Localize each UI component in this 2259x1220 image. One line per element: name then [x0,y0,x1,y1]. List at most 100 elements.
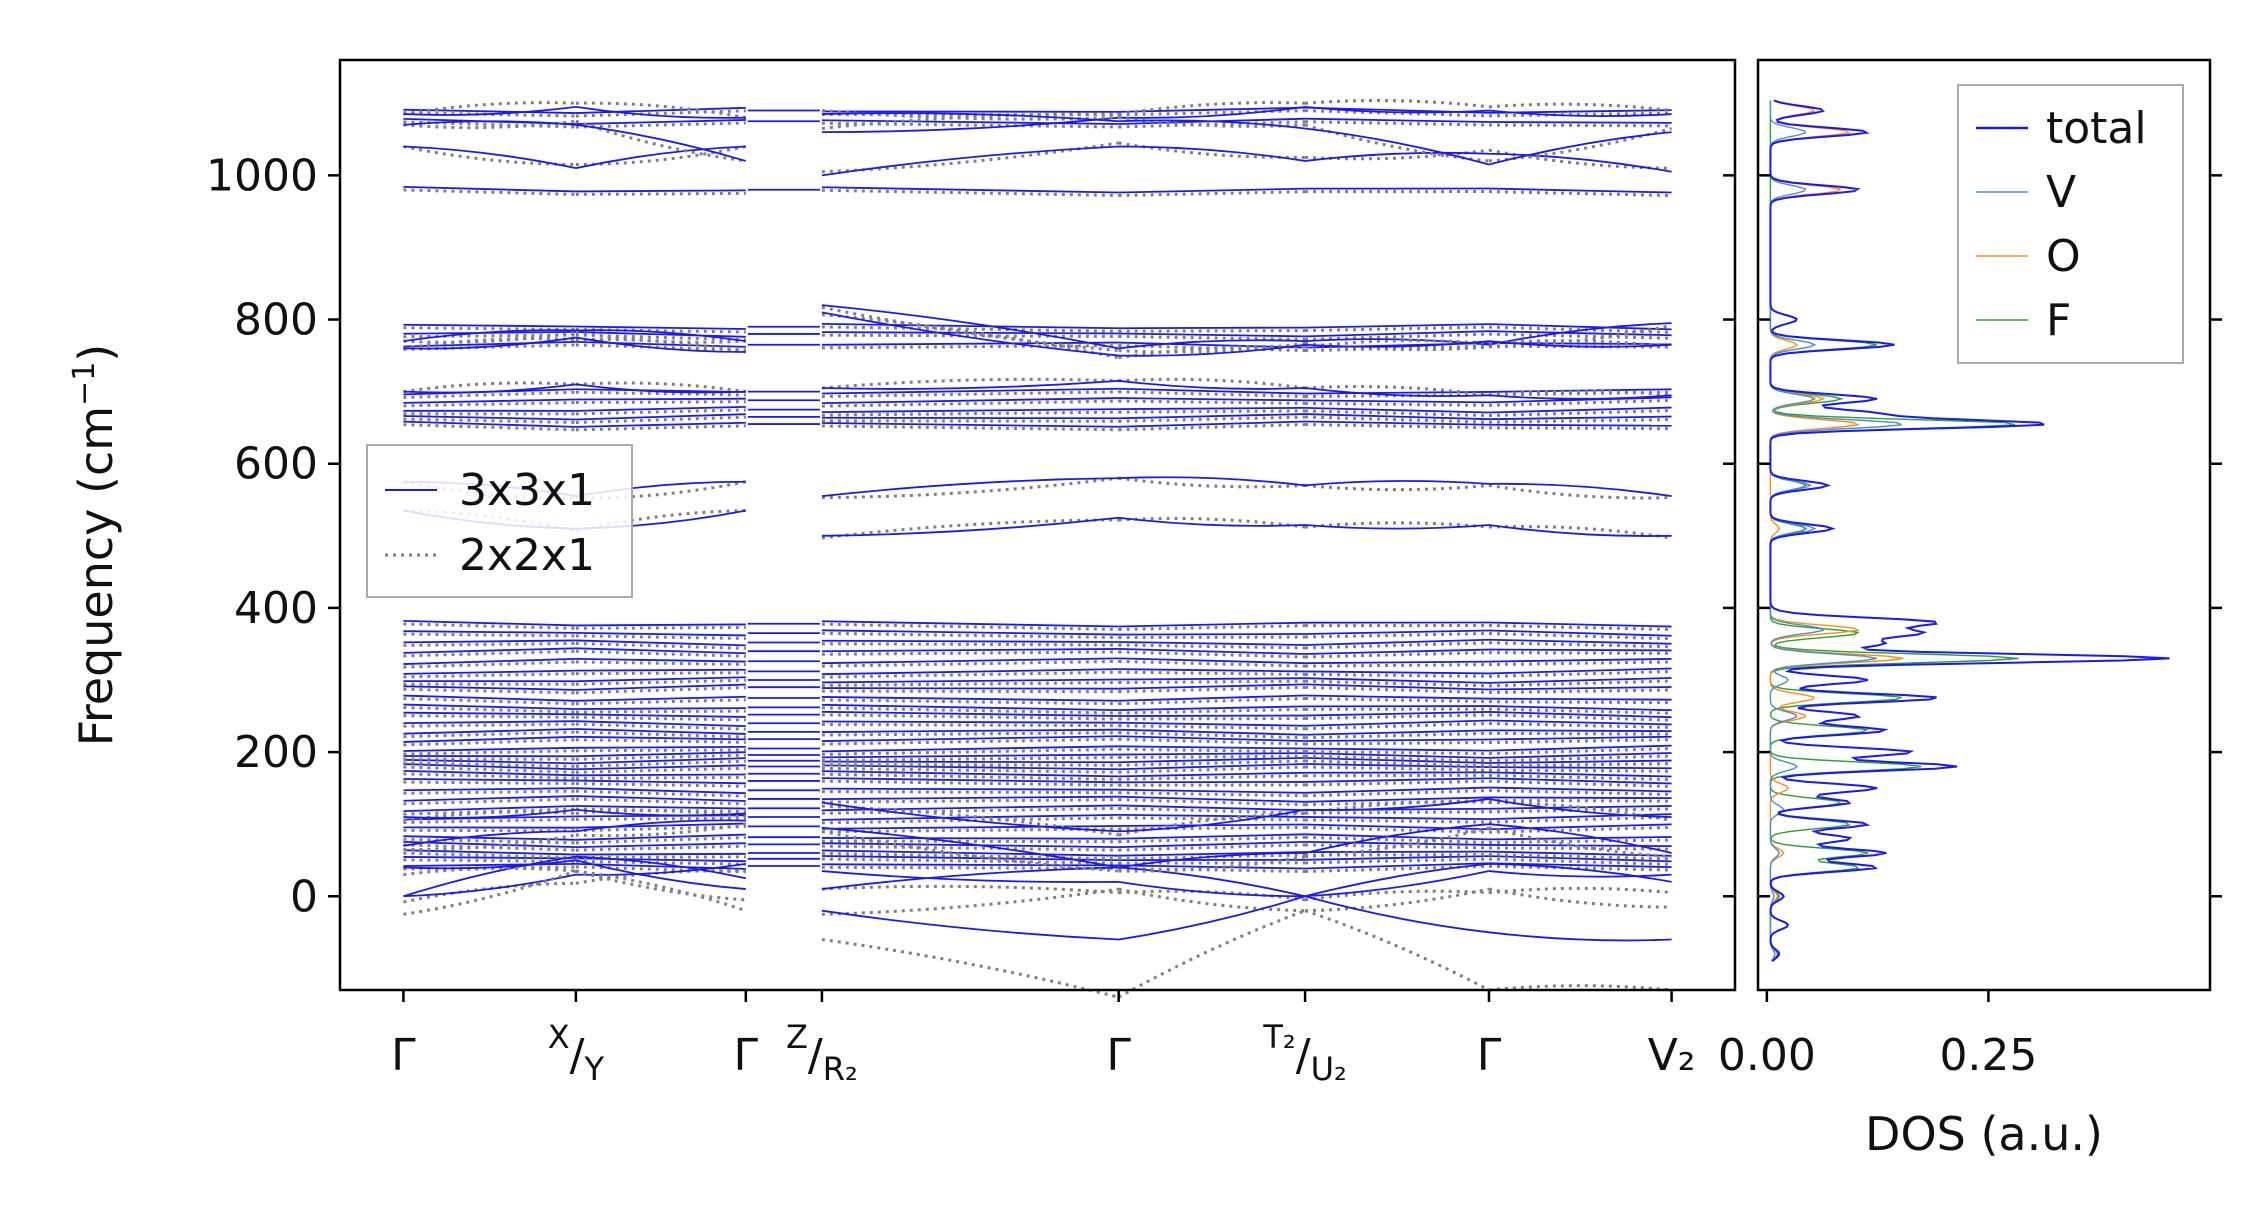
band-3x3x1-flat [1305,683,1489,691]
band-2x2x1-flat [1305,810,1489,815]
band-3x3x1-flat [821,397,1119,405]
band-3x3x1-flat [403,758,576,765]
band-3x3x1-flat [1118,187,1306,194]
band-3x3x1-flat [821,678,1119,684]
band-3x3x1-flat [403,840,576,849]
band-3x3x1-flat [575,631,746,637]
band-2x2x1-flat [1488,660,1672,667]
band-3x3x1-flat [1118,641,1306,646]
band-2x2x1-flat [821,763,1119,767]
band-3x3x1-flat [575,764,746,771]
band-3x3x1-flat [1118,332,1306,338]
band-2x2x1-flat [1488,707,1672,715]
band-3x3x1-flat [1118,705,1306,711]
band-3x3x1-dispersive [403,862,1672,898]
band-3x3x1-flat [575,106,746,114]
band-2x2x1-flat [821,731,1119,737]
band-3x3x1-flat [403,685,576,691]
kpoint-label-sup: Z [786,1018,808,1056]
band-3x3x1-flat [1488,648,1672,652]
band-3x3x1-flat [403,849,576,856]
band-3x3x1-flat [1118,657,1306,665]
band-3x3x1-flat [821,849,1119,857]
band-2x2x1-flat [1305,825,1490,834]
band-3x3x1-dispersive [403,859,1672,942]
band-3x3x1-flat [1118,771,1306,778]
y-tick-label: 600 [234,439,318,490]
band-2x2x1-flat [821,622,1119,631]
band-3x3x1-dispersive [403,304,1672,350]
band-3x3x1-flat [575,833,746,841]
band-2x2x1-flat [1305,722,1490,731]
band-3x3x1-flat [1488,423,1672,427]
band-2x2x1-flat [821,747,1119,756]
band-2x2x1-flat [1488,409,1672,418]
band-2x2x1-flat [821,737,1119,746]
band-3x3x1-flat [821,770,1119,778]
band-3x3x1-flat [1488,686,1672,691]
band-3x3x1-flat [575,720,746,728]
kpoint-label-sup: X [548,1018,570,1056]
dos-x-tick-label: 0.00 [1718,1030,1816,1081]
band-3x3x1-flat [1305,796,1489,803]
band-2x2x1-flat [1488,838,1672,844]
band-3x3x1-dispersive [403,112,1672,166]
band-2x2x1-flat [1305,344,1490,353]
band-2x2x1-flat [575,738,746,744]
band-3x3x1-flat [575,695,746,702]
band-2x2x1-dispersive [403,866,1672,999]
band-3x3x1-flat [1118,683,1306,690]
band-3x3x1-flat [1305,391,1489,395]
dos-legend-label: F [2046,295,2071,346]
dos-lines [1769,99,2170,962]
band-2x2x1-flat [1305,740,1489,746]
band-2x2x1-flat [1488,747,1672,756]
kpoint-label-sup: T₂ [1262,1018,1295,1056]
band-2x2x1-flat [821,650,1119,656]
kpoint-label: Γ [391,1030,416,1081]
band-3x3x1-flat [1488,729,1672,733]
kpoint-label: V₂ [1648,1030,1696,1081]
band-3x3x1-flat [575,119,746,125]
band-2x2x1-flat [1305,332,1490,341]
dos-curve-total [1769,99,2170,962]
band-2x2x1-flat [821,419,1119,423]
band-2x2x1-flat [1488,864,1672,872]
band-3x3x1-flat [575,189,746,193]
band-3x3x1-flat [575,842,746,849]
band-3x3x1-dispersive [403,145,1672,177]
band-2x2x1-flat [1305,765,1489,772]
band-2x2x1-flat [821,798,1119,804]
band-3x3x1-flat [1305,823,1489,831]
band-2x2x1-flat [1488,190,1672,198]
band-3x3x1-flat [1488,330,1672,337]
band-3x3x1-flat [403,420,576,428]
band-2x2x1-flat [575,775,746,780]
band-3x3x1-flat [821,787,1119,791]
band-2x2x1-flat [575,709,746,714]
band-3x3x1-flat [821,331,1119,335]
band-2x2x1-flat [821,723,1119,728]
band-3x3x1-flat [403,694,576,702]
band-legend-box [366,444,633,598]
band-2x2x1-flat [1488,623,1672,632]
band-3x3x1-flat [1305,752,1489,759]
band-2x2x1-flat [821,779,1119,787]
band-3x3x1-flat [821,813,1119,821]
band-2x2x1-flat [1305,325,1490,333]
band-2x2x1-flat [575,715,746,722]
band-3x3x1-flat [1488,752,1672,759]
band-2x2x1-flat [821,642,1119,647]
band-2x2x1-flat [1488,700,1672,705]
band-3x3x1-flat [1118,823,1306,827]
band-2x2x1-flat [1305,672,1489,678]
band-3x3x1-flat [821,657,1119,665]
band-2x2x1-flat [575,671,746,676]
band-3x3x1-flat [1305,862,1489,870]
band-2x2x1-flat [821,851,1119,861]
band-3x3x1-flat [1488,323,1672,331]
kpoint-label-slash: / [570,1030,585,1081]
band-2x2x1-flat [1305,401,1489,407]
y-tick-label: 1000 [206,150,318,201]
